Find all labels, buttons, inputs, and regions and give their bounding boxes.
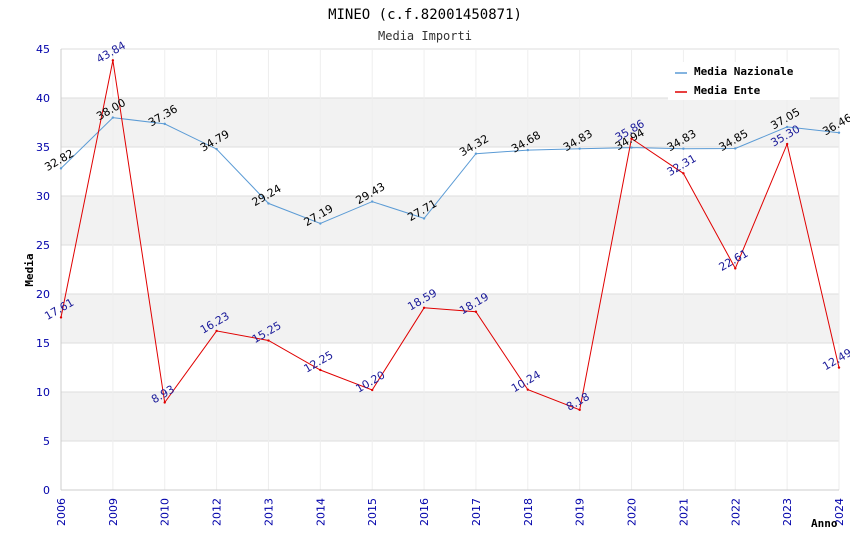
data-point-media-nazionale-2006 [59, 167, 63, 170]
series-lines [59, 59, 841, 412]
data-point-media-ente-2022 [734, 267, 737, 270]
x-tick-label-2006: 2006 [55, 498, 68, 526]
data-label-media-ente-2018: 10.24 [509, 368, 543, 395]
y-tick-label: 10 [36, 386, 50, 399]
y-tick-label: 25 [36, 239, 50, 252]
x-axis-title: Anno [811, 517, 838, 530]
y-tick-label: 5 [43, 435, 50, 448]
data-point-media-ente-2009 [111, 59, 115, 62]
plot-band [61, 98, 839, 147]
data-point-media-nazionale-2019 [578, 147, 581, 150]
x-tick-label-2015: 2015 [366, 498, 379, 526]
data-point-media-nazionale-2021 [682, 147, 685, 150]
y-tick-label: 35 [36, 141, 50, 154]
x-tick-labels: 2006 2009 2010 2012 2013 2014 2015 2016 2017 2018… [55, 498, 846, 526]
data-point-media-ente-2023 [785, 142, 789, 146]
x-tick-label-2022: 2022 [729, 498, 742, 526]
y-tick-label: 15 [36, 337, 50, 350]
y-tick-label: 40 [36, 92, 50, 105]
data-point-media-ente-2018 [526, 388, 529, 391]
x-tick-label-2012: 2012 [211, 498, 224, 526]
x-tick-label-2018: 2018 [522, 498, 535, 526]
data-point-media-nazionale-2024 [837, 131, 841, 134]
data-point-media-ente-2016 [422, 306, 426, 310]
data-point-media-nazionale-2023 [785, 125, 789, 129]
data-point-media-ente-2017 [474, 310, 478, 313]
plot-band [61, 294, 839, 343]
data-point-media-ente-2020 [630, 137, 633, 140]
y-tick-label: 45 [36, 43, 50, 56]
data-point-media-nazionale-2017 [474, 152, 478, 155]
data-point-media-ente-2024 [837, 366, 841, 369]
data-point-media-nazionale-2012 [215, 147, 218, 151]
x-tick-label-2023: 2023 [781, 498, 794, 526]
data-label-media-ente-2015: 10.20 [354, 369, 388, 396]
data-point-media-nazionale-2010 [163, 122, 166, 126]
x-tick-label-2016: 2016 [418, 498, 431, 526]
data-point-media-nazionale-2016 [422, 217, 426, 220]
data-point-media-nazionale-2014 [319, 222, 322, 225]
data-point-media-ente-2013 [267, 339, 270, 342]
data-point-media-nazionale-2020 [630, 146, 633, 149]
data-point-media-nazionale-2015 [371, 200, 374, 203]
legend-label-media-nazionale: Media Nazionale [694, 65, 794, 78]
data-point-media-nazionale-2018 [526, 148, 529, 152]
data-point-media-nazionale-2022 [734, 147, 737, 150]
x-tick-label-2010: 2010 [159, 498, 172, 526]
data-point-media-ente-2014 [319, 368, 322, 372]
plot-band [61, 392, 839, 441]
data-label-media-ente-2021: 32.31 [665, 152, 699, 179]
data-label-media-ente-2014: 12.25 [302, 348, 336, 375]
data-point-media-nazionale-2009 [111, 116, 115, 119]
chart-title: MINEO (c.f.82001450871) [328, 7, 522, 23]
axes [60, 49, 839, 491]
x-tick-label-2009: 2009 [107, 498, 120, 526]
x-tick-label-2013: 2013 [262, 498, 275, 526]
data-label-media-ente-2009: 43.84 [94, 39, 128, 66]
y-tick-label: 30 [36, 190, 50, 203]
y-axis-title: Media [23, 253, 36, 286]
series-line-media-nazionale [60, 117, 840, 225]
data-point-media-nazionale-2013 [267, 202, 270, 205]
y-tick-labels: 0 5 10 15 20 25 30 35 40 45 [36, 43, 50, 497]
plot-band [61, 196, 839, 245]
data-point-media-ente-2006 [59, 316, 63, 319]
legend-label-media-ente: Media Ente [694, 84, 761, 97]
data-point-media-ente-2019 [578, 408, 581, 412]
data-point-media-ente-2021 [682, 172, 685, 175]
y-tick-label: 0 [43, 484, 50, 497]
x-tick-label-2019: 2019 [574, 498, 587, 526]
x-tick-label-2020: 2020 [626, 498, 639, 526]
data-point-media-ente-2010 [163, 401, 166, 404]
x-tick-label-2021: 2021 [677, 498, 690, 526]
x-tick-label-2014: 2014 [314, 498, 327, 526]
series-line-media-ente [60, 60, 840, 411]
legend-box [668, 62, 810, 100]
data-point-media-ente-2012 [215, 329, 218, 333]
x-tick-label-2017: 2017 [470, 498, 483, 526]
legend: Media Nazionale Media Ente [668, 62, 810, 100]
y-tick-label: 20 [36, 288, 50, 301]
x-tick-label-2024: 2024 [833, 498, 846, 526]
data-label-media-ente-2022: 22.61 [717, 247, 751, 274]
chart-subtitle: Media Importi [378, 29, 472, 43]
data-point-media-ente-2015 [371, 388, 374, 392]
